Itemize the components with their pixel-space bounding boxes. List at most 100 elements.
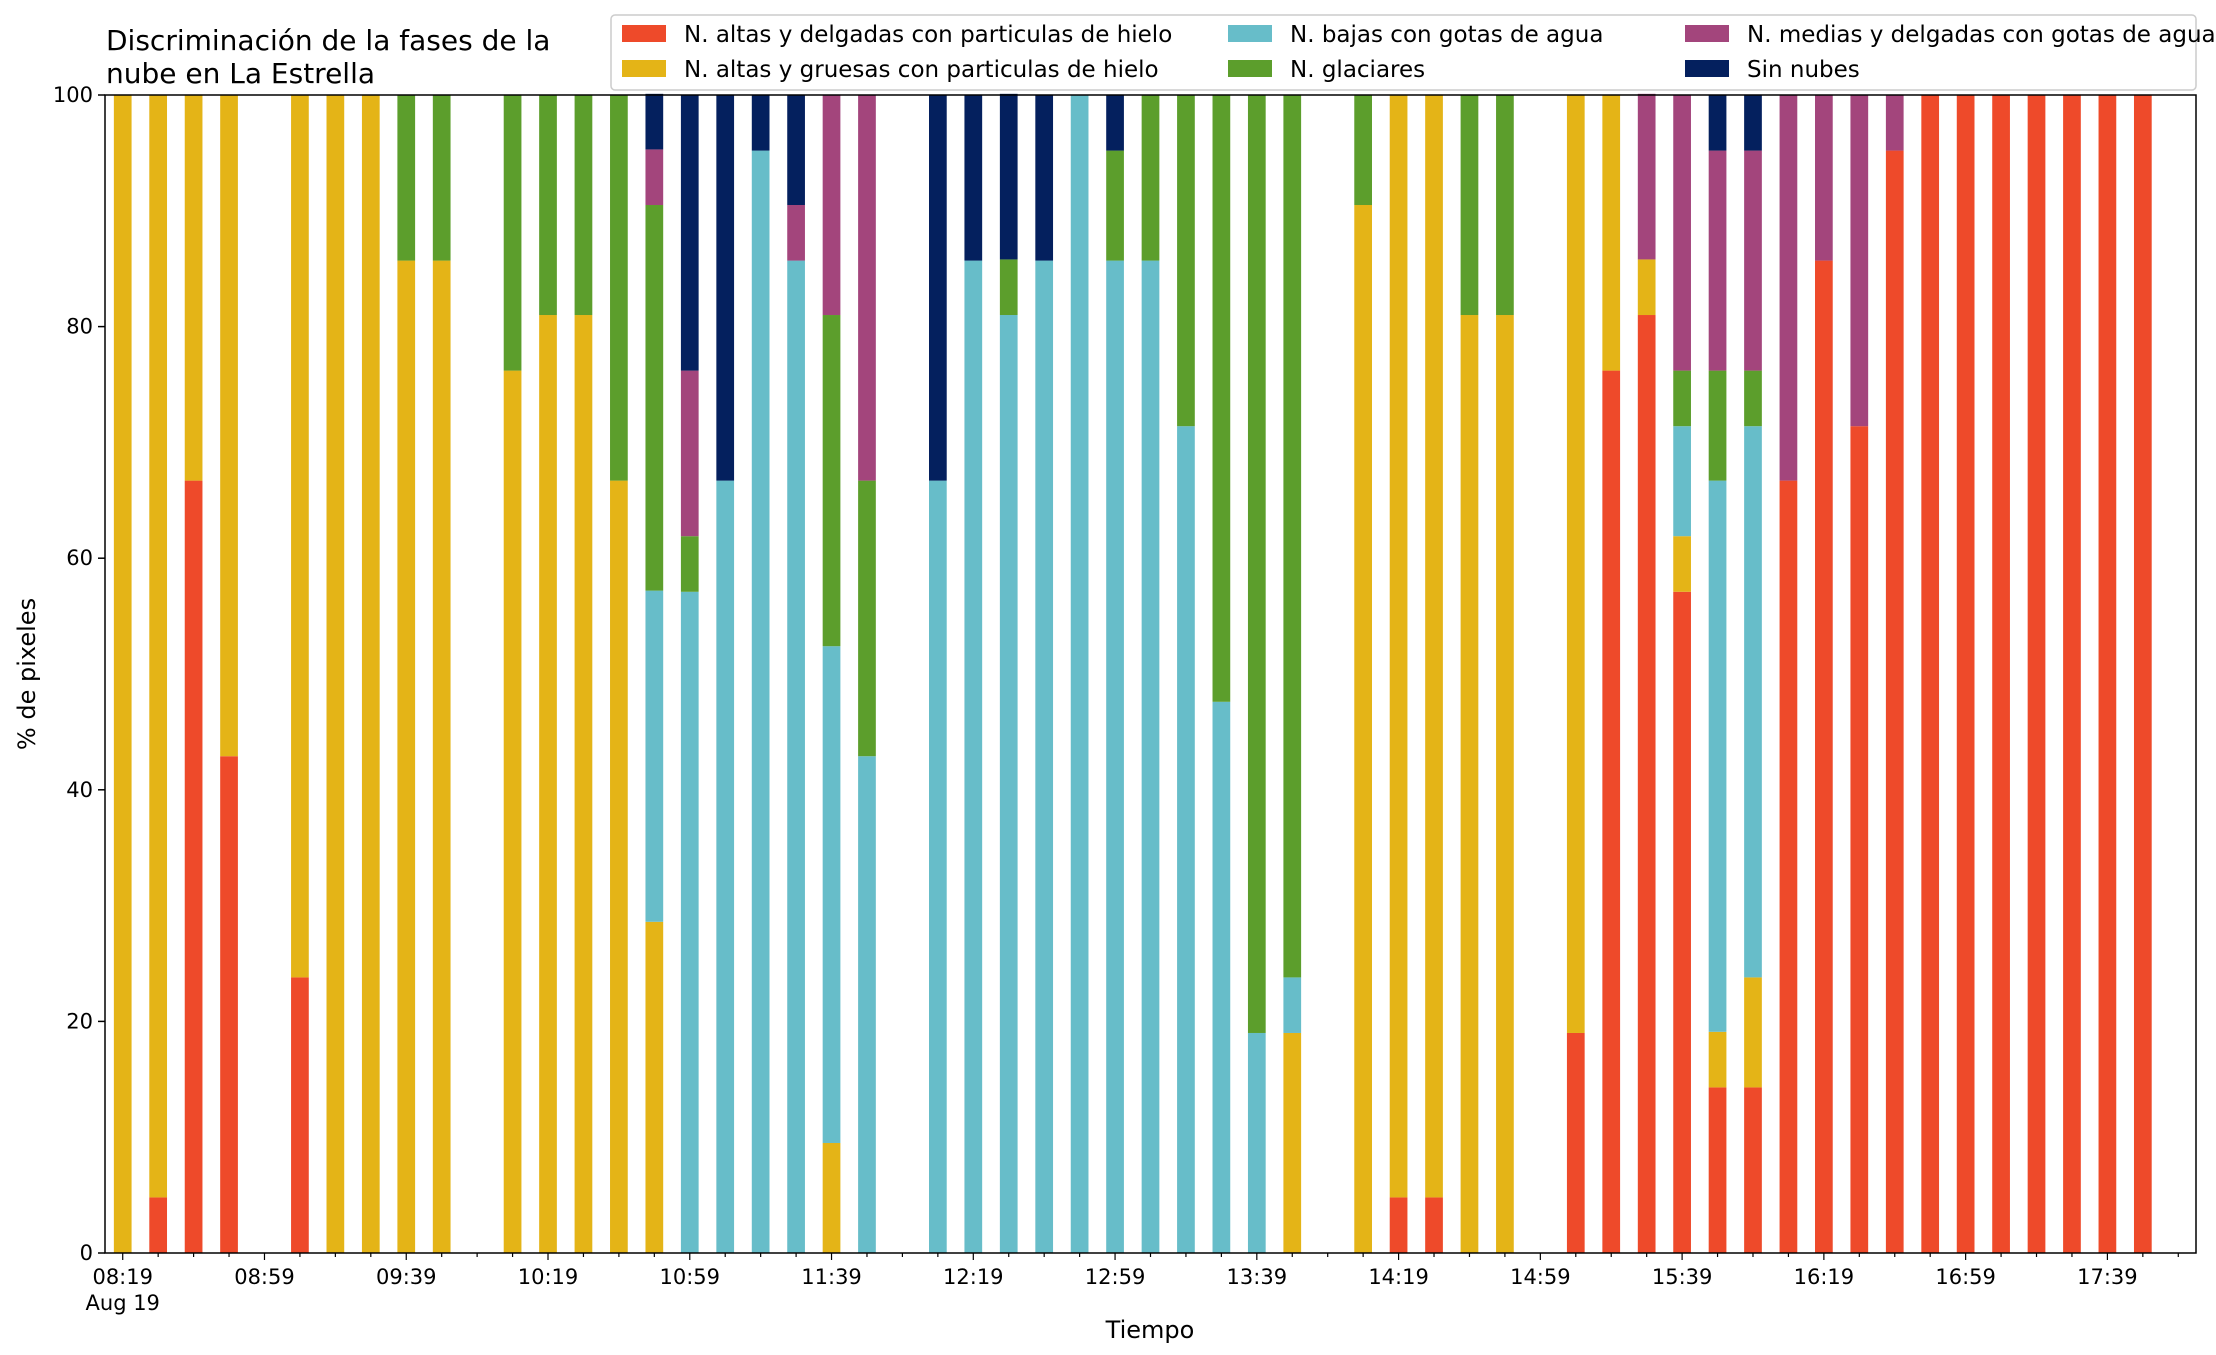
bar-segment-25-2 (1106, 260, 1124, 1254)
legend-swatch-4 (1685, 25, 1729, 42)
bar-segment-24-2 (1070, 95, 1089, 1253)
bar-segment-13-4 (645, 149, 664, 206)
bar-segment-3-1 (220, 95, 238, 757)
legend-swatch-0 (622, 25, 666, 42)
chart-title-line-1: Discriminación de la fases de la (106, 24, 550, 57)
bar-segment-8-1 (432, 260, 451, 1254)
bar-segment-47-0 (1956, 95, 1975, 1253)
bar-segment-25-5 (1106, 95, 1124, 151)
legend-frame (610, 14, 2197, 91)
x-tick-label-36: 14:19 (1368, 1265, 1429, 1289)
bar-segment-51-0 (2098, 95, 2117, 1253)
bar-segment-42-4 (1779, 95, 1798, 481)
bar-segment-20-2 (929, 480, 947, 1253)
bar-segment-17-5 (787, 95, 805, 206)
bar-segment-39-0 (1673, 591, 1691, 1253)
bar-segment-23-2 (1035, 260, 1054, 1254)
bar-segment-40-4 (1708, 150, 1727, 371)
bar-segment-39-3 (1673, 370, 1691, 427)
legend-label-5: Sin nubes (1747, 57, 1860, 83)
bar-segment-14-2 (680, 591, 699, 1253)
bar-segment-20-5 (929, 95, 947, 481)
bar-segment-52-0 (2133, 95, 2152, 1253)
bar-segment-26-2 (1141, 260, 1160, 1254)
bar-segment-12-3 (610, 95, 628, 481)
bar-segment-19-2 (858, 756, 876, 1253)
bar-segment-45-0 (1885, 150, 1904, 1254)
bar-segment-41-3 (1744, 370, 1762, 427)
x-tick-label-16: 10:59 (660, 1265, 721, 1289)
bar-segment-1-1 (149, 95, 168, 1198)
y-tick-label-1: 20 (66, 1009, 93, 1033)
bar-segment-28-3 (1212, 95, 1231, 702)
bar-segment-30-2 (1283, 977, 1302, 1033)
bar-segment-48-0 (1992, 95, 2010, 1253)
bar-segment-21-5 (964, 95, 983, 261)
y-tick-label-3: 60 (66, 546, 93, 570)
bar-segment-40-2 (1708, 480, 1727, 1032)
bar-segment-13-2 (645, 590, 664, 922)
bar-segment-44-4 (1850, 95, 1869, 427)
y-axis-ticks: 0 20 40 60 80 100 (53, 83, 105, 1265)
bar-segment-42-0 (1779, 480, 1798, 1253)
bar-segment-37-1 (1602, 95, 1621, 371)
bar-segment-19-3 (858, 480, 876, 757)
x-tick-sublabel-0: Aug 19 (86, 1291, 160, 1315)
x-tick-label-52: 16:59 (1935, 1265, 1996, 1289)
bar-segment-41-5 (1744, 95, 1762, 151)
bar-segment-40-0 (1708, 1087, 1727, 1253)
bar-segment-5-1 (326, 95, 345, 1253)
bar-segment-43-4 (1815, 95, 1833, 261)
bar-segment-36-0 (1566, 1032, 1585, 1253)
bar-segment-29-3 (1247, 95, 1266, 1033)
bar-segment-40-3 (1708, 370, 1727, 481)
bar-segment-34-1 (1460, 315, 1479, 1253)
bar-segment-29-2 (1247, 1032, 1266, 1253)
x-tick-label-28: 12:59 (1085, 1265, 1146, 1289)
bar-segment-19-4 (858, 95, 876, 481)
bar-segment-22-3 (999, 259, 1018, 316)
legend-label-3: N. glaciares (1290, 57, 1425, 83)
bar-segment-40-1 (1708, 1031, 1727, 1088)
bar-segment-40-5 (1708, 95, 1727, 151)
bar-segment-49-0 (2027, 95, 2046, 1253)
bar-segment-36-1 (1566, 95, 1585, 1033)
legend-label-1: N. altas y gruesas con particulas de hie… (684, 57, 1159, 83)
bar-segment-15-5 (716, 95, 735, 481)
bar-segment-12-1 (610, 480, 628, 1253)
x-axis-label: Tiempo (1105, 1316, 1195, 1344)
bar-segment-41-2 (1744, 426, 1762, 978)
bar-segment-41-0 (1744, 1087, 1762, 1253)
legend-label-0: N. altas y delgadas con particulas de hi… (684, 22, 1172, 48)
bar-segment-4-1 (291, 95, 309, 978)
bar-segment-32-1 (1389, 95, 1408, 1198)
bar-segment-27-3 (1177, 95, 1195, 427)
bar-segment-2-1 (184, 95, 203, 481)
bar-segment-18-1 (822, 1142, 841, 1253)
bar-segment-17-2 (787, 260, 805, 1254)
x-tick-label-40: 14:59 (1510, 1265, 1571, 1289)
bar-segment-0-1 (113, 95, 132, 1253)
x-tick-label-48: 16:19 (1794, 1265, 1855, 1289)
bar-segment-21-2 (964, 260, 983, 1254)
bar-segment-14-5 (680, 95, 699, 371)
bar-segment-39-1 (1673, 536, 1691, 592)
bar-segment-23-5 (1035, 95, 1054, 261)
x-tick-label-24: 12:19 (943, 1265, 1004, 1289)
bar-segment-11-1 (574, 315, 593, 1253)
bar-segment-38-1 (1637, 259, 1656, 316)
legend-label-2: N. bajas con gotas de agua (1290, 22, 1603, 48)
bar-segment-14-4 (680, 370, 699, 537)
bar-segment-22-5 (999, 93, 1018, 260)
y-tick-label-2: 40 (66, 778, 93, 802)
bar-segment-45-4 (1885, 95, 1904, 151)
bar-segment-44-0 (1850, 426, 1869, 1253)
bar-segment-39-4 (1673, 95, 1691, 371)
y-tick-label-5: 100 (53, 83, 93, 107)
y-tick-label-4: 80 (66, 315, 93, 339)
bar-segment-41-4 (1744, 150, 1762, 371)
bar-segment-17-4 (787, 205, 805, 261)
bar-segment-10-1 (539, 315, 557, 1253)
bar-segment-32-0 (1389, 1197, 1408, 1253)
